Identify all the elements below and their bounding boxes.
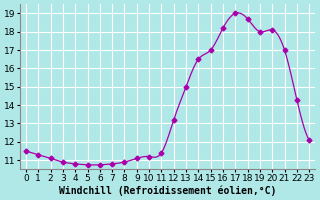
X-axis label: Windchill (Refroidissement éolien,°C): Windchill (Refroidissement éolien,°C)	[59, 185, 276, 196]
